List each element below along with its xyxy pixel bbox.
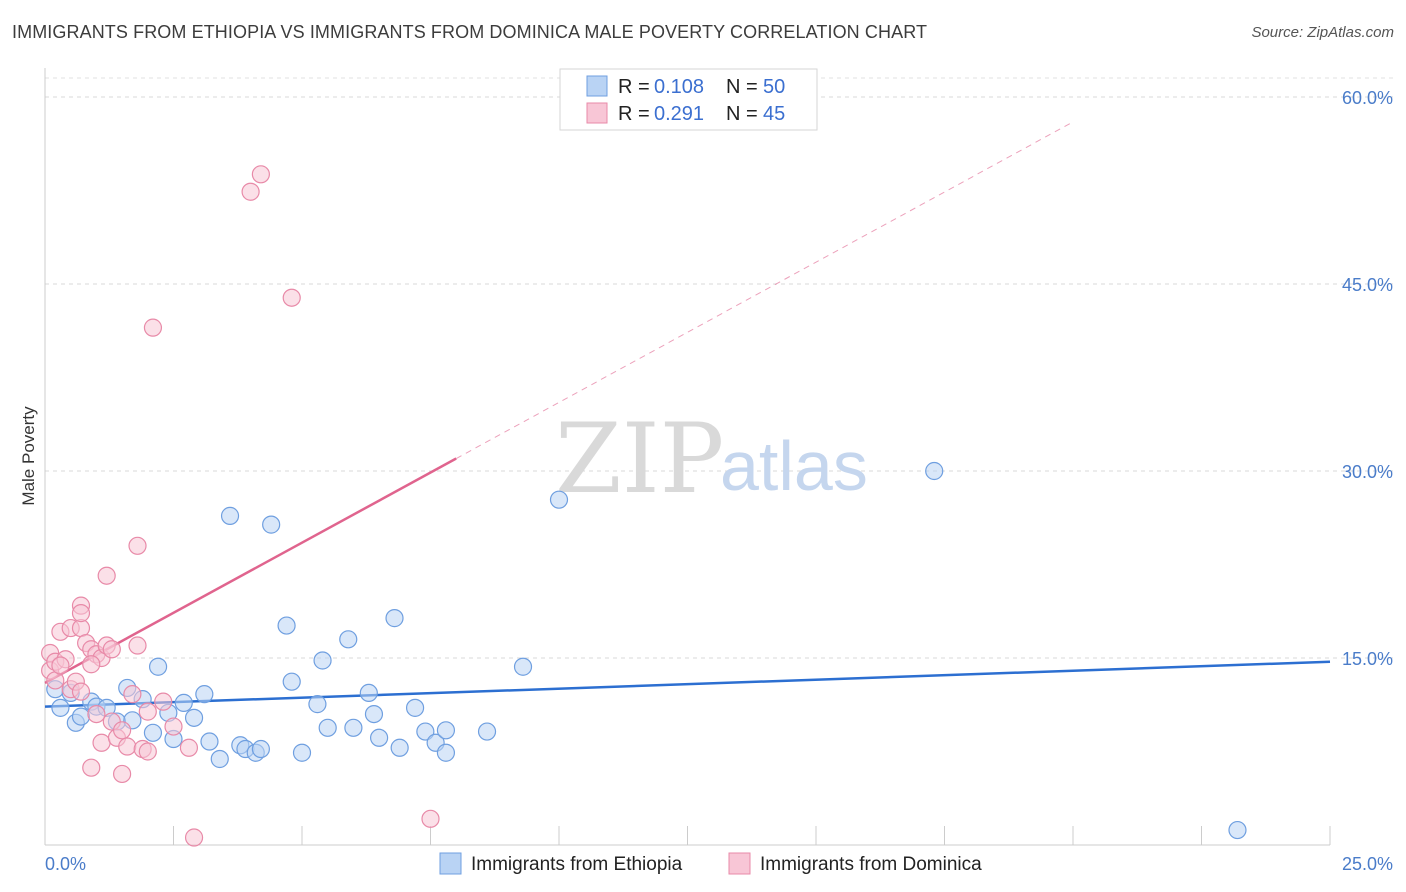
point-dominica	[164, 717, 183, 736]
data-points	[41, 165, 1247, 847]
point-dominica	[128, 636, 147, 655]
point-dominica	[154, 692, 173, 711]
point-ethiopia	[385, 609, 404, 628]
point-ethiopia	[416, 722, 435, 741]
point-ethiopia	[339, 630, 358, 649]
point-ethiopia	[364, 704, 384, 724]
point-dominica	[92, 733, 111, 752]
point-ethiopia	[71, 707, 91, 726]
point-dominica	[123, 685, 142, 704]
legend-r-value-dominica: 0.291	[654, 103, 704, 125]
y-axis-label: Male Poverty	[19, 406, 38, 506]
point-ethiopia	[251, 739, 270, 759]
legend-n-label: N =	[726, 76, 758, 98]
point-dominica	[71, 682, 91, 701]
top-legend: R = 0.108 N = 50 R = 0.291 N = 45	[559, 68, 818, 131]
point-ethiopia	[277, 616, 296, 635]
grid-lines	[45, 77, 1395, 659]
point-dominica	[87, 704, 106, 724]
point-ethiopia	[51, 698, 70, 717]
bottom-legend-ethiopia: Immigrants from Ethiopia	[471, 854, 683, 875]
legend-swatch-ethiopia	[586, 75, 608, 97]
source-label: Source: ZipAtlas.com	[1251, 24, 1394, 41]
axes	[44, 68, 1331, 846]
point-ethiopia	[436, 721, 456, 740]
trend-line-ethiopia	[44, 660, 1331, 708]
point-dominica	[102, 640, 121, 659]
bottom-legend: Immigrants from Ethiopia Immigrants from…	[439, 852, 982, 875]
watermark-zip: ZIP	[555, 403, 724, 515]
x-tick-label-max: 25.0%	[1342, 854, 1393, 874]
point-dominica	[143, 318, 163, 337]
y-tick-label: 45.0%	[1342, 275, 1393, 295]
point-ethiopia	[925, 461, 944, 481]
point-dominica	[128, 536, 147, 555]
point-ethiopia	[313, 651, 332, 670]
point-dominica	[112, 764, 132, 784]
point-dominica	[251, 165, 270, 184]
point-ethiopia	[405, 698, 425, 717]
point-ethiopia	[184, 708, 204, 727]
point-ethiopia	[344, 718, 363, 737]
point-ethiopia	[370, 728, 389, 747]
point-dominica	[112, 721, 132, 740]
x-tick-label-min: 0.0%	[45, 854, 86, 874]
point-ethiopia	[262, 515, 281, 534]
legend-r-value-ethiopia: 0.108	[654, 76, 704, 98]
point-dominica	[118, 737, 137, 756]
point-ethiopia	[390, 738, 409, 757]
y-tick-label: 60.0%	[1342, 88, 1393, 108]
point-ethiopia	[513, 657, 533, 676]
watermark: ZIP atlas	[555, 403, 868, 515]
point-dominica	[179, 738, 199, 757]
legend-r-label: R =	[618, 103, 650, 125]
legend-n-label: N =	[726, 103, 758, 125]
y-tick-label: 15.0%	[1342, 649, 1393, 669]
bottom-legend-swatch-ethiopia	[439, 852, 462, 875]
point-ethiopia	[308, 695, 327, 714]
point-dominica	[51, 656, 70, 675]
point-ethiopia	[292, 743, 312, 762]
point-ethiopia	[318, 718, 337, 737]
point-dominica	[82, 758, 101, 777]
point-ethiopia	[220, 506, 240, 525]
y-tick-labels: 15.0% 30.0% 45.0% 60.0%	[1342, 88, 1393, 669]
point-dominica	[138, 742, 157, 761]
point-ethiopia	[1228, 820, 1247, 840]
point-ethiopia	[200, 732, 219, 751]
watermark-atlas: atlas	[720, 427, 868, 505]
y-tick-label: 30.0%	[1342, 462, 1393, 482]
point-dominica	[184, 828, 204, 847]
point-dominica	[71, 604, 91, 623]
point-ethiopia	[148, 657, 168, 676]
point-dominica	[421, 809, 440, 828]
legend-r-label: R =	[618, 76, 650, 98]
point-ethiopia	[174, 693, 193, 712]
point-dominica	[282, 288, 301, 307]
bottom-legend-swatch-dominica	[728, 852, 751, 875]
point-ethiopia	[477, 722, 497, 741]
legend-n-value-ethiopia: 50	[763, 76, 785, 98]
chart-title: IMMIGRANTS FROM ETHIOPIA VS IMMIGRANTS F…	[12, 22, 928, 42]
point-ethiopia	[143, 723, 163, 742]
x-tick-labels: 0.0% 25.0%	[45, 854, 1393, 874]
point-dominica	[82, 655, 101, 674]
point-dominica	[241, 182, 260, 201]
point-ethiopia	[195, 685, 214, 704]
point-ethiopia	[436, 743, 456, 762]
point-ethiopia	[549, 490, 569, 509]
trend-line-extension-dominica	[455, 121, 1074, 459]
legend-swatch-dominica	[586, 102, 608, 124]
point-dominica	[97, 566, 116, 585]
point-ethiopia	[282, 672, 301, 691]
point-dominica	[138, 702, 157, 721]
point-ethiopia	[359, 683, 378, 703]
point-ethiopia	[210, 749, 229, 769]
bottom-legend-dominica: Immigrants from Dominica	[760, 854, 982, 875]
legend-n-value-dominica: 45	[763, 103, 785, 125]
